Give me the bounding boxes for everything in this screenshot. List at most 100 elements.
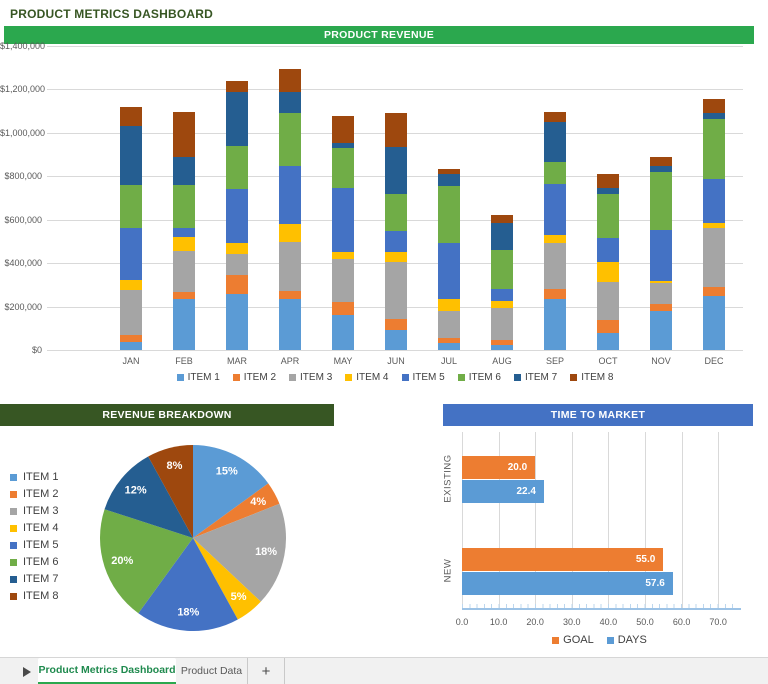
revenue-bar-segment [544, 234, 566, 244]
revenue-bar-segment [120, 289, 142, 336]
pie-legend-item: ITEM 3 [10, 505, 58, 517]
y-axis-tick-label: $800,000 [4, 171, 42, 182]
y-axis-tick-label: $400,000 [4, 258, 42, 269]
revenue-bar-segment [332, 258, 354, 302]
pie-percentage-label: 8% [167, 460, 183, 472]
page-title: PRODUCT METRICS DASHBOARD [10, 7, 213, 21]
ttm-x-axis-label: 0.0 [455, 617, 469, 627]
legend-swatch [10, 541, 17, 549]
y-axis-tick-label: $200,000 [4, 301, 42, 312]
legend-label: ITEM 5 [23, 539, 59, 551]
revenue-bar-segment [385, 112, 407, 147]
legend-item: GOAL [552, 634, 594, 646]
revenue-bar-segment [120, 126, 142, 185]
revenue-breakdown-header-label: REVENUE BREAKDOWN [102, 409, 232, 421]
ttm-bar: 22.4 [462, 480, 544, 503]
revenue-bar-segment [438, 173, 460, 186]
revenue-bar-segment [491, 340, 513, 345]
revenue-bar-segment [173, 111, 195, 157]
revenue-bar-segment [597, 193, 619, 239]
legend-item: ITEM 3 [289, 372, 332, 383]
revenue-bar-segment [173, 237, 195, 252]
legend-label: ITEM 8 [581, 372, 614, 383]
revenue-bar-segment [120, 107, 142, 127]
revenue-bar-segment [279, 290, 301, 300]
legend-label: GOAL [563, 634, 594, 646]
ttm-axis-minor-ticks [462, 604, 737, 608]
ttm-axis-line [462, 608, 741, 610]
legend-label: ITEM 6 [468, 372, 501, 383]
revenue-bar-segment [491, 345, 513, 350]
revenue-bar-segment [438, 243, 460, 300]
revenue-bar-segment [279, 166, 301, 224]
ttm-bar: 55.0 [462, 548, 664, 571]
pie-percentage-label: 20% [111, 555, 133, 567]
revenue-bar-segment [491, 223, 513, 251]
legend-item: ITEM 5 [401, 372, 445, 383]
legend-swatch [401, 374, 409, 381]
pie-legend-item: ITEM 6 [10, 556, 58, 568]
revenue-bar-segment [703, 98, 725, 114]
revenue-bar-segment [597, 333, 619, 350]
month-label: JAN [122, 356, 140, 366]
pie-slice [138, 538, 238, 631]
revenue-bar-segment [597, 281, 619, 321]
sheet-tab-bar: Product Metrics Dashboard Product Data + [0, 657, 768, 684]
ttm-gridline [608, 432, 610, 608]
y-axis-tick-label: $600,000 [4, 214, 42, 225]
legend-label: ITEM 3 [300, 372, 333, 383]
legend-label: ITEM 5 [412, 372, 445, 383]
month-label: SEP [545, 356, 564, 366]
legend-item: ITEM 1 [176, 372, 220, 383]
ttm-gridline [681, 432, 683, 608]
revenue-bar-segment [332, 143, 354, 148]
revenue-bar-segment [385, 261, 407, 320]
revenue-bar-segment [438, 338, 460, 344]
pie-legend-item: ITEM 2 [10, 488, 58, 500]
revenue-bar-segment [703, 113, 725, 120]
revenue-bar-segment [332, 116, 354, 144]
tab-product-data[interactable]: Product Data [176, 658, 248, 684]
revenue-bar-segment [544, 299, 566, 350]
revenue-bar-segment [703, 179, 725, 224]
ttm-gridline [535, 432, 537, 608]
time-to-market-header-label: TIME TO MARKET [550, 409, 646, 421]
sheet-nav-arrow-icon[interactable] [23, 667, 31, 677]
legend-label: ITEM 7 [524, 372, 558, 383]
revenue-bar-segment [650, 280, 672, 284]
month-label: MAR [227, 356, 247, 366]
revenue-bar-segment [544, 243, 566, 289]
month-label: FEB [175, 356, 193, 366]
revenue-bar-segment [650, 283, 672, 305]
pie-percentage-label: 5% [231, 591, 247, 603]
revenue-gridline [47, 219, 743, 221]
ttm-gridline [462, 432, 463, 608]
month-label: MAY [333, 356, 353, 366]
revenue-bar-segment [650, 311, 672, 350]
pie-percentage-label: 4% [250, 496, 266, 508]
y-axis-tick-label: $0 [31, 345, 42, 355]
pie-legend-item: ITEM 4 [10, 522, 58, 534]
revenue-bar-segment [173, 184, 195, 228]
revenue-gridline [47, 176, 743, 178]
legend-label: ITEM 3 [23, 505, 59, 517]
legend-item: ITEM 8 [570, 372, 613, 383]
revenue-gridline [47, 46, 743, 47]
revenue-bar-segment [703, 119, 725, 180]
revenue-bar-segment [491, 250, 513, 290]
legend-label: ITEM 6 [23, 556, 59, 568]
revenue-bar-segment [491, 307, 513, 340]
legend-swatch [10, 473, 17, 481]
revenue-bar-segment [544, 184, 566, 235]
pie-percentage-label: 15% [216, 466, 238, 478]
product-revenue-header: PRODUCT REVENUE [4, 26, 754, 44]
revenue-breakdown-pie: 15% 4% 18% 5% 18% 20% 12% 8% [100, 445, 286, 631]
pie-slice [193, 445, 269, 538]
tab-product-metrics-dashboard[interactable]: Product Metrics Dashboard [38, 658, 176, 684]
revenue-bar-segment [650, 157, 672, 166]
add-sheet-button[interactable]: + [248, 658, 285, 684]
pie-slice [193, 503, 286, 602]
legend-swatch [457, 374, 465, 381]
revenue-bar-segment [597, 320, 619, 334]
